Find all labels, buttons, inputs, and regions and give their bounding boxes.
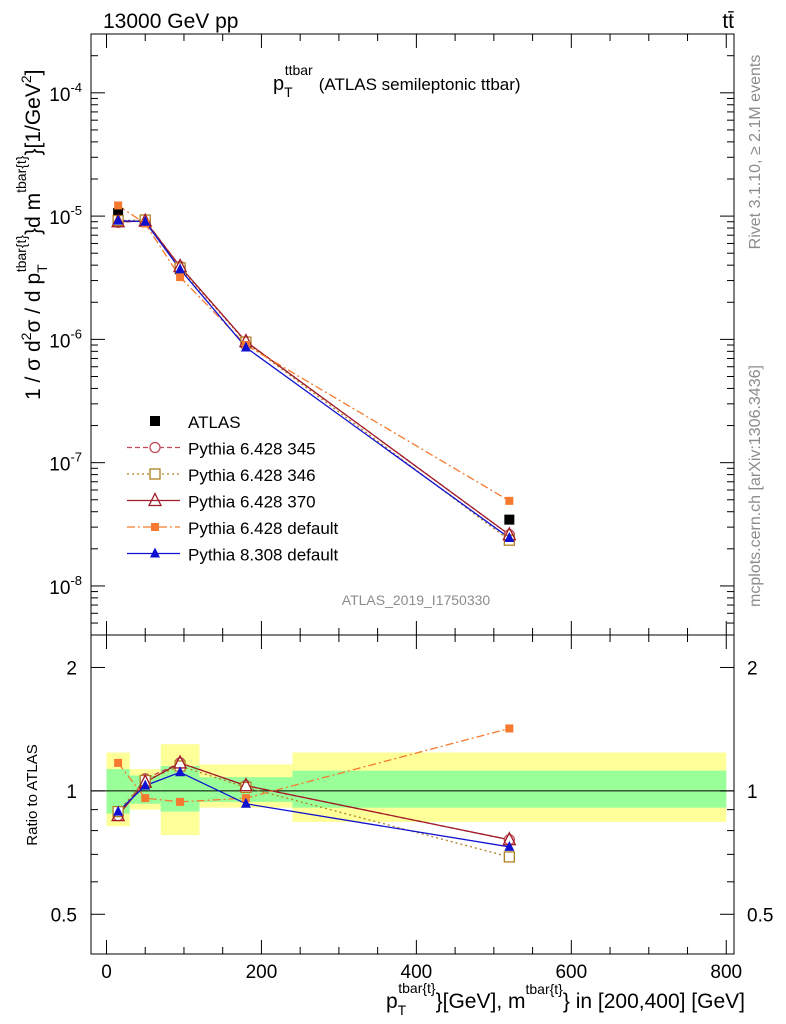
ratio-series-point — [140, 779, 151, 790]
ratio-y-tick-label-right: 2 — [747, 658, 758, 679]
legend-label: Pythia 6.428 346 — [188, 466, 316, 485]
legend-marker — [149, 468, 161, 480]
ratio-band-inner — [292, 770, 727, 808]
ratio-series-line — [117, 727, 510, 803]
legend-label: Pythia 8.308 default — [188, 546, 339, 565]
y-tick-label: 10-8 — [49, 573, 82, 599]
legend: ATLAS Pythia 6.428 345 Pythia 6.428 346 Pyt… — [127, 413, 339, 565]
ratio-series-point — [240, 797, 251, 808]
analysis-id: ATLAS_2019_I1750330 — [342, 592, 491, 608]
x-tick-label: 800 — [710, 962, 742, 983]
rivet-label: Rivet 3.1.10, ≥ 2.1M events — [747, 55, 764, 250]
series-point — [114, 201, 123, 210]
legend-marker — [149, 441, 161, 454]
y-tick-label: 10-6 — [49, 326, 82, 352]
atlas-data-point — [113, 207, 124, 218]
series-point — [113, 214, 124, 225]
ratio-y-axis-label: Ratio to ATLAS — [24, 744, 41, 845]
legend-label: ATLAS — [188, 413, 241, 432]
axis-ticks: 10-8 10-7 10-6 10-5 10-4 0 200 400 600 800 0.5 0.5 1… — [49, 34, 773, 983]
y-axis-label: 1 / σ d2σ / d pTtbar{t}}d mtbar{t}}[1/Ge… — [13, 69, 50, 400]
x-tick-label: 0 — [101, 962, 112, 983]
series-point — [175, 263, 186, 274]
ratio-y-tick-label-right: 0.5 — [747, 905, 773, 926]
main-series-lines — [111, 201, 517, 546]
ratio-plot-frame — [90, 634, 735, 955]
ratio-y-tick-label: 1 — [66, 782, 77, 803]
legend-label: Pythia 6.428 345 — [188, 440, 316, 459]
series-point — [176, 273, 185, 282]
ratio-series-point — [114, 758, 123, 767]
atlas-data-point — [504, 514, 515, 525]
ratio-series-point — [503, 851, 515, 863]
ratio-series-point — [176, 797, 185, 806]
energy-label: 13000 GeV pp — [103, 10, 238, 33]
series-point — [504, 531, 515, 542]
ratio-series-lines — [111, 724, 517, 863]
ratio-series-point — [504, 840, 515, 851]
ratio-series-point — [113, 805, 124, 816]
mcplots-label: mcplots.cern.ch [arXiv:1306.3436] — [747, 365, 764, 607]
ratio-series-point — [505, 724, 514, 733]
process-label: tt̄ — [722, 10, 734, 33]
x-axis-label: pTtbar{t}}[GeV], mtbar{t}} in [200,400] … — [386, 980, 745, 1018]
ratio-y-tick-label: 0.5 — [51, 905, 77, 926]
y-tick-label: 10-5 — [49, 203, 82, 229]
x-tick-label: 600 — [555, 962, 587, 983]
ratio-y-tick-label: 2 — [66, 658, 77, 679]
x-tick-label: 200 — [246, 962, 278, 983]
ratio-series-point — [175, 766, 186, 777]
ratio-series-point — [141, 794, 150, 803]
legend-label: Pythia 6.428 370 — [188, 493, 316, 512]
y-tick-label: 10-7 — [49, 450, 82, 476]
series-point — [505, 496, 514, 505]
x-tick-label: 400 — [401, 962, 433, 983]
legend-marker — [151, 523, 159, 531]
series-point — [240, 341, 251, 352]
y-tick-label: 10-4 — [49, 80, 82, 106]
ratio-uncertainty-bands — [106, 744, 727, 836]
ratio-series-point — [238, 777, 253, 792]
plot-title: pTttbar(ATLAS semileptonic ttbar) — [273, 62, 521, 100]
legend-label: Pythia 6.428 default — [188, 519, 339, 538]
ratio-y-tick-label-right: 1 — [747, 782, 758, 803]
legend-marker — [150, 547, 160, 558]
legend-atlas-marker — [150, 416, 160, 426]
legend-marker — [147, 492, 163, 507]
series-point — [140, 215, 151, 226]
